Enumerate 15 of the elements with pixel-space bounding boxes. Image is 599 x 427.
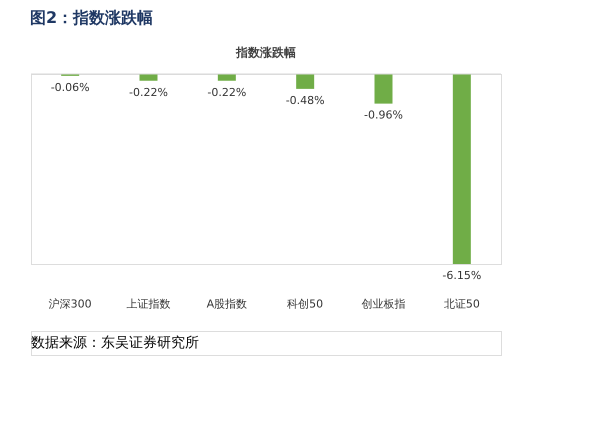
data-label: -0.22%: [207, 86, 246, 99]
data-label: -0.48%: [286, 94, 325, 107]
x-tick-label: 上证指数: [126, 298, 170, 310]
data-label: -0.06%: [50, 80, 90, 94]
data-label: -6.15%: [442, 269, 482, 282]
chart-subtitle: 指数涨跌幅: [235, 46, 296, 60]
x-tick-label: 北证50: [444, 298, 480, 310]
x-tick-label: 沪深300: [48, 298, 92, 310]
data-label: -0.96%: [364, 108, 403, 122]
x-tick-label: 科创50: [287, 298, 324, 310]
data-label: -0.22%: [129, 86, 168, 99]
x-tick-label: A股指数: [206, 298, 248, 310]
source-note: 数据来源：东吴证券研究所: [31, 335, 199, 351]
chart-title: 图2：指数涨跌幅: [30, 8, 154, 27]
x-tick-label: 创业板指: [362, 298, 406, 310]
